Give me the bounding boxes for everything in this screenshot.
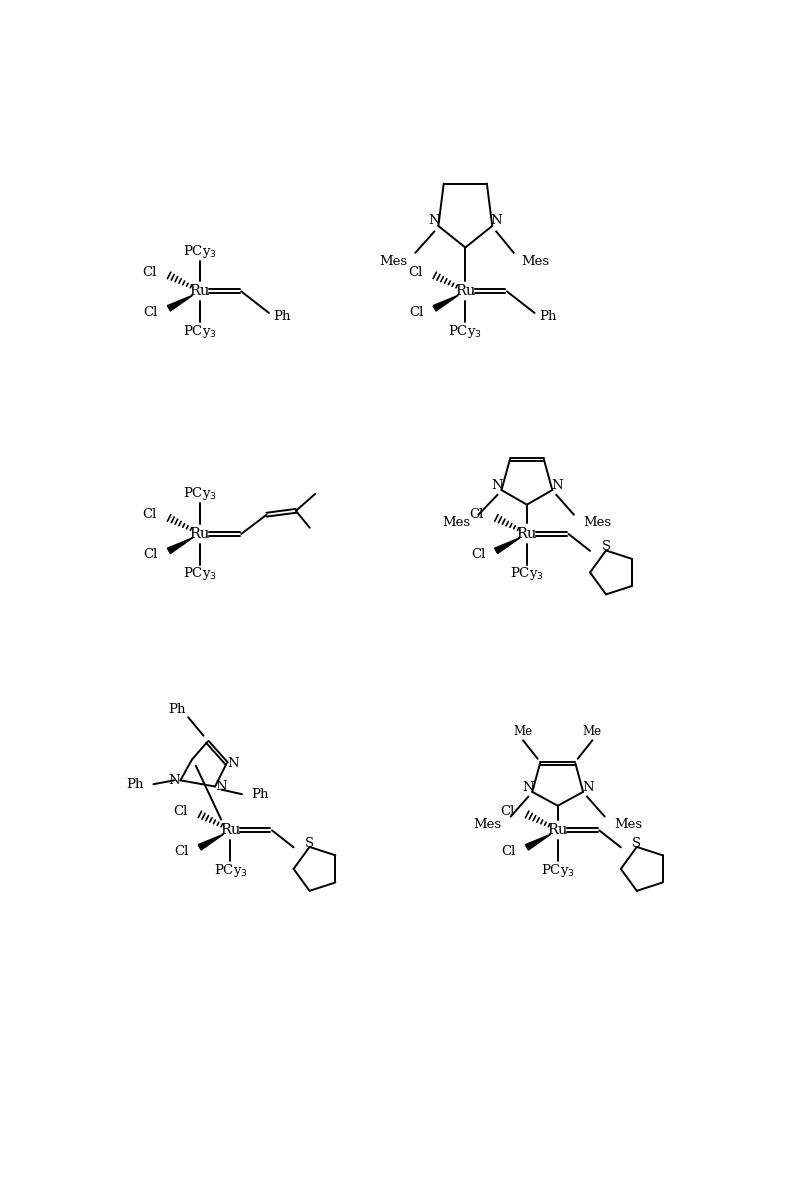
Text: Ph: Ph (273, 310, 291, 322)
Text: N: N (216, 780, 227, 793)
Text: PCy$_3$: PCy$_3$ (182, 242, 217, 260)
Text: N: N (551, 479, 563, 492)
Text: PCy$_3$: PCy$_3$ (182, 322, 217, 340)
Text: PCy$_3$: PCy$_3$ (213, 862, 247, 879)
Polygon shape (526, 834, 551, 850)
Text: Ru: Ru (455, 285, 475, 299)
Text: N: N (429, 214, 440, 227)
Text: Cl: Cl (471, 548, 485, 561)
Text: S: S (305, 837, 314, 850)
Text: Ph: Ph (169, 703, 186, 716)
Polygon shape (433, 295, 458, 311)
Text: N: N (582, 780, 594, 793)
Text: N: N (491, 479, 503, 492)
Text: Ph: Ph (126, 778, 144, 791)
Text: Cl: Cl (500, 805, 515, 818)
Text: N: N (227, 757, 238, 770)
Text: Ru: Ru (547, 824, 568, 837)
Text: Mes: Mes (380, 255, 408, 268)
Text: Mes: Mes (583, 516, 611, 528)
Text: Ph: Ph (251, 787, 268, 800)
Text: PCy$_3$: PCy$_3$ (182, 565, 217, 583)
Text: Cl: Cl (502, 845, 516, 858)
Text: Ru: Ru (190, 527, 210, 541)
Text: PCy$_3$: PCy$_3$ (510, 565, 544, 583)
Text: Cl: Cl (470, 508, 484, 521)
Text: N: N (491, 214, 502, 227)
Polygon shape (495, 538, 520, 553)
Text: PCy$_3$: PCy$_3$ (448, 322, 483, 340)
Text: Cl: Cl (142, 266, 157, 279)
Text: PCy$_3$: PCy$_3$ (541, 862, 575, 879)
Text: Mes: Mes (614, 818, 642, 831)
Text: N: N (169, 773, 180, 787)
Text: Ph: Ph (539, 310, 556, 322)
Text: Mes: Mes (474, 818, 501, 831)
Polygon shape (198, 834, 224, 850)
Text: S: S (633, 837, 642, 850)
Text: Ru: Ru (190, 285, 210, 299)
Text: Cl: Cl (408, 266, 423, 279)
Text: Ru: Ru (517, 527, 537, 541)
Text: Cl: Cl (173, 805, 187, 818)
Text: Ru: Ru (221, 824, 241, 837)
Text: Cl: Cl (174, 845, 189, 858)
Polygon shape (167, 538, 193, 553)
Text: Cl: Cl (142, 508, 157, 521)
Text: Mes: Mes (521, 255, 550, 268)
Text: S: S (602, 540, 611, 553)
Text: Me: Me (583, 725, 602, 738)
Polygon shape (167, 295, 193, 311)
Text: PCy$_3$: PCy$_3$ (182, 485, 217, 503)
Text: N: N (521, 780, 534, 793)
Text: Cl: Cl (410, 306, 423, 319)
Text: Cl: Cl (144, 306, 158, 319)
Text: Cl: Cl (144, 548, 158, 561)
Text: Me: Me (513, 725, 533, 738)
Text: Mes: Mes (443, 516, 470, 528)
